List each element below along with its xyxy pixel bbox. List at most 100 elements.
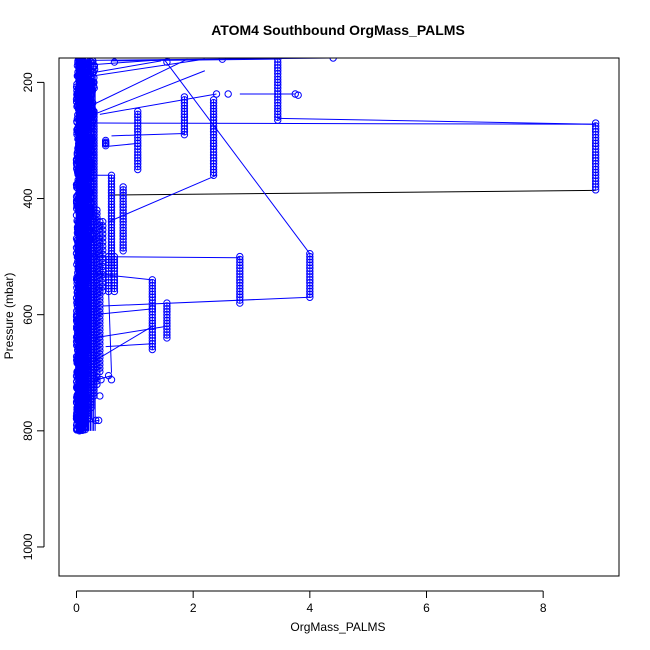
data-point [306, 261, 314, 270]
data-point [134, 151, 142, 159]
data-point [90, 389, 98, 397]
data-point [134, 165, 142, 174]
data-point [110, 287, 119, 296]
data-point [591, 186, 600, 194]
data-point [591, 125, 600, 133]
data-point [180, 125, 189, 133]
data-point [119, 226, 127, 235]
data-point [84, 412, 92, 420]
data-point [101, 141, 110, 150]
data-point [209, 133, 218, 142]
data-point [306, 270, 314, 278]
data-point [180, 130, 189, 139]
data-point [148, 325, 157, 333]
data-point [87, 403, 95, 412]
data-point [209, 110, 218, 119]
data-point [119, 220, 127, 229]
x-tick-label: 2 [190, 601, 197, 615]
data-point [591, 165, 600, 174]
data-point [87, 101, 95, 110]
data-point [274, 78, 282, 87]
data-point [107, 194, 116, 203]
data-point [148, 296, 157, 304]
data-point [209, 113, 218, 121]
data-point [104, 281, 113, 290]
data-point [163, 302, 171, 310]
data-point [163, 334, 171, 342]
connector-line [99, 93, 217, 115]
data-point [96, 315, 104, 324]
data-point [306, 287, 314, 296]
data-point [306, 258, 314, 267]
data-point [148, 342, 157, 351]
connector-line [163, 58, 311, 255]
data-point [134, 157, 142, 165]
data-point [274, 99, 282, 107]
data-point [591, 162, 600, 171]
data-point [148, 340, 157, 348]
data-point [96, 326, 104, 334]
data-point [107, 238, 116, 246]
data-point [180, 110, 189, 119]
data-point [119, 191, 127, 200]
data-point [163, 316, 171, 325]
data-point [134, 116, 142, 124]
data-point [90, 148, 98, 156]
data-point [209, 154, 218, 162]
data-point [107, 180, 116, 188]
connector-line [93, 70, 206, 115]
data-point [134, 110, 142, 119]
data-point [90, 122, 98, 130]
data-point [110, 264, 119, 272]
data-point [209, 104, 218, 113]
data-point [212, 90, 221, 98]
data-point [329, 58, 337, 62]
data-point [119, 197, 127, 206]
x-tick-label: 4 [306, 601, 313, 615]
data-point [99, 238, 107, 246]
data-point [99, 258, 107, 267]
data-point [96, 392, 104, 400]
data-point [99, 230, 107, 238]
data-point [90, 128, 98, 136]
connector-line [111, 132, 185, 137]
data-point [294, 91, 302, 99]
data-point [90, 177, 98, 185]
data-point [209, 142, 218, 150]
data-point [96, 294, 104, 303]
data-point [107, 189, 116, 197]
data-point [148, 305, 157, 313]
data-point [90, 119, 98, 127]
data-point [209, 96, 218, 104]
data-point [224, 90, 232, 98]
data-point [93, 206, 101, 214]
data-point [87, 99, 95, 107]
y-tick-label: 600 [21, 304, 35, 324]
data-point [96, 308, 104, 317]
data-point [591, 171, 600, 180]
data-point [180, 96, 189, 104]
data-point [99, 218, 107, 226]
data-point [99, 242, 107, 250]
data-point [94, 416, 103, 425]
data-point [107, 376, 116, 384]
data-point [163, 308, 171, 316]
data-point [148, 337, 157, 345]
data-point [306, 290, 314, 299]
data-point [163, 328, 171, 336]
data-point [90, 154, 98, 162]
data-point [90, 116, 98, 124]
data-point [148, 331, 157, 339]
data-point [274, 84, 282, 92]
connector-line [111, 58, 275, 62]
data-point [96, 350, 104, 358]
data-point [209, 116, 218, 124]
data-point [274, 67, 282, 75]
data-point [306, 279, 314, 287]
data-point [274, 69, 282, 78]
data-point [107, 203, 116, 211]
data-point [119, 212, 127, 220]
data-point [104, 273, 113, 281]
data-point [84, 65, 92, 74]
data-point [163, 313, 171, 322]
